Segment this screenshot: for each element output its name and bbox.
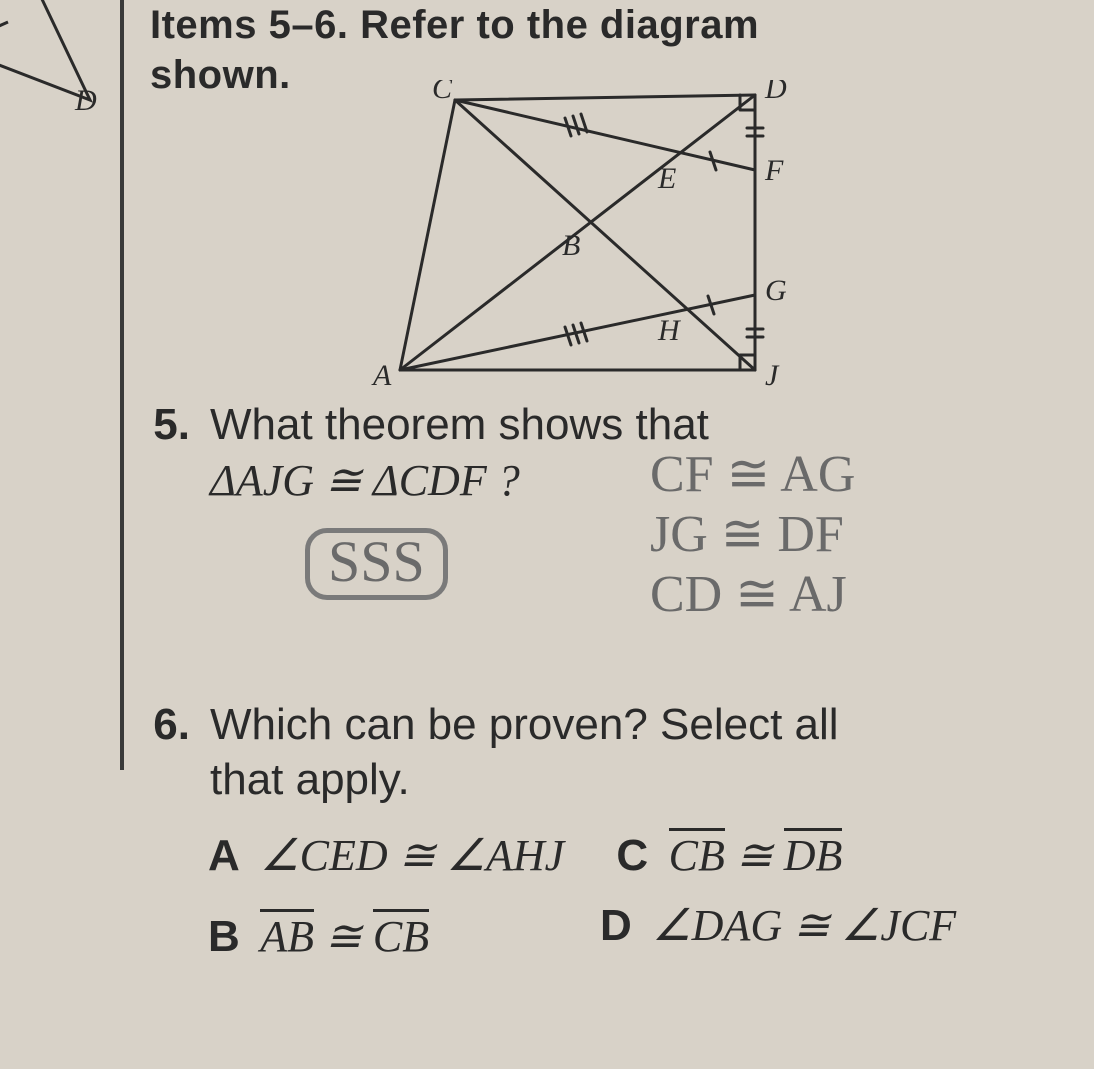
- pt-E: E: [657, 162, 676, 195]
- question-5: 5. What theorem shows that: [135, 400, 709, 450]
- pt-H: H: [657, 314, 682, 347]
- main-diagram: A C D J F G E H B: [370, 80, 800, 400]
- optA-letter: A: [208, 831, 248, 881]
- optC-cong: ≅: [725, 831, 784, 880]
- optD-text: ∠DAG ≅ ∠JCF: [652, 901, 956, 950]
- pt-C: C: [432, 80, 453, 105]
- partial-triangle-diagram: B D: [0, 0, 140, 140]
- q5-math-text: ΔAJG ≅ ΔCDF ?: [210, 456, 520, 505]
- optB-seg2: CB: [373, 911, 429, 962]
- optB-cong: ≅: [314, 912, 373, 961]
- pt-J: J: [765, 359, 780, 392]
- pt-F: F: [764, 154, 784, 187]
- q5-answer-box: SSS: [305, 528, 448, 600]
- q5-number: 5.: [135, 400, 190, 450]
- q5-math: ΔAJG ≅ ΔCDF ?: [210, 455, 520, 506]
- pt-B: B: [562, 229, 580, 262]
- option-A-row: A ∠CED ≅ ∠AHJ C CB ≅ DB: [208, 830, 842, 881]
- work-line3: CD ≅ AJ: [650, 565, 855, 625]
- question-6: 6. Which can be proven? Select all: [135, 700, 839, 750]
- instr-line2: shown.: [150, 53, 291, 97]
- work-line1: CF ≅ AG: [650, 445, 855, 505]
- optC-seg2: DB: [784, 830, 843, 881]
- optC-seg1: CB: [669, 830, 725, 881]
- optD-letter: D: [600, 901, 640, 951]
- optC-letter: C: [616, 831, 656, 881]
- label-D: D: [74, 84, 97, 117]
- optB-seg1: AB: [260, 911, 314, 962]
- q6-number: 6.: [135, 700, 190, 750]
- optA-text: ∠CED ≅ ∠AHJ: [260, 831, 564, 880]
- pt-D: D: [764, 80, 787, 105]
- option-D-row: D ∠DAG ≅ ∠JCF: [600, 900, 956, 951]
- q6-line1: Which can be proven? Select all: [210, 700, 839, 749]
- worksheet-page: B D Items 5–6. Refer to the diagram show…: [0, 0, 1094, 1069]
- q6-line2: that apply.: [210, 755, 410, 805]
- work-line2: JG ≅ DF: [650, 505, 855, 565]
- optB-letter: B: [208, 912, 248, 962]
- q5-work: CF ≅ AG JG ≅ DF CD ≅ AJ: [650, 445, 855, 624]
- pt-G: G: [765, 274, 787, 307]
- q5-line1: What theorem shows that: [210, 400, 709, 449]
- instr-line1: Items 5–6. Refer to the diagram: [150, 3, 759, 47]
- pt-A: A: [371, 359, 392, 392]
